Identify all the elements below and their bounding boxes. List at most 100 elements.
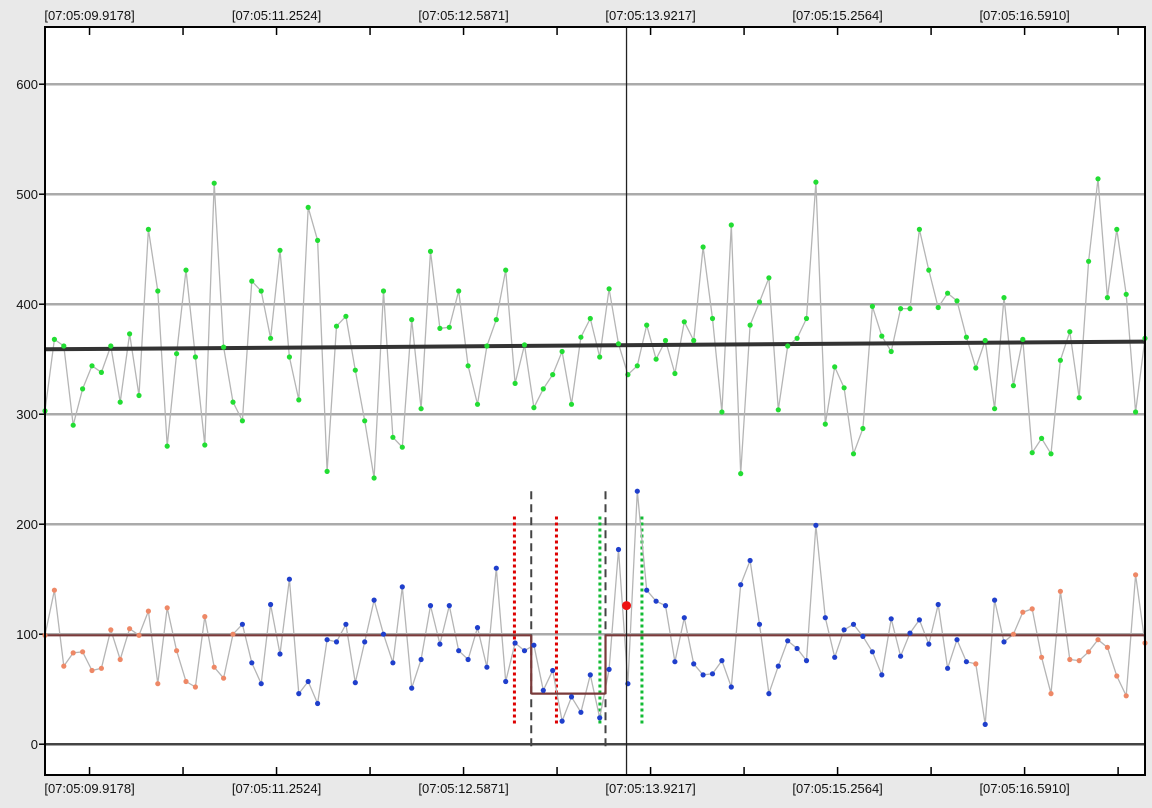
data-point-s1-34 [362,639,368,645]
data-point-s0-65 [653,356,659,362]
y-tick-label-200: 200 [16,517,38,532]
data-point-s1-77 [766,691,772,697]
data-point-s1-11 [145,608,151,614]
data-point-s1-108 [1057,588,1063,594]
data-point-s1-114 [1114,673,1120,679]
data-point-s0-18 [211,180,217,186]
data-point-s1-19 [221,675,227,681]
data-point-s0-112 [1095,176,1101,182]
data-point-s1-83 [822,615,828,621]
data-point-s1-56 [568,694,575,700]
data-points [42,176,1148,728]
data-point-s1-24 [268,601,274,608]
data-point-s1-67 [672,659,678,665]
data-point-s1-6 [98,665,104,671]
data-point-s0-82 [813,179,819,185]
data-point-s0-59 [597,354,603,360]
data-point-s1-103 [1010,631,1017,637]
data-point-s0-40 [418,406,424,412]
y-axis-ticks: 0 100 200 300 400 500 600 [16,77,45,752]
data-point-s1-64 [644,587,650,593]
data-point-s1-102 [1001,639,1007,645]
data-point-s1-71 [709,671,716,677]
data-point-s1-63 [634,488,640,494]
data-point-s1-110 [1076,658,1082,664]
data-point-s0-113 [1104,295,1110,301]
data-point-s0-58 [587,315,593,322]
data-point-s1-78 [775,663,781,669]
data-point-s0-93 [916,226,923,232]
data-point-s0-2 [61,343,67,349]
data-point-s1-53 [540,687,546,693]
data-point-s1-37 [390,660,396,666]
data-point-s1-79 [785,638,791,644]
data-point-s0-89 [879,333,885,339]
data-point-s0-92 [907,306,913,312]
data-point-s0-85 [841,385,847,391]
data-point-s0-74 [738,471,744,477]
data-point-s0-104 [1020,336,1026,342]
data-point-s0-84 [832,364,838,370]
data-point-s0-63 [634,363,640,369]
x-bottom-tick-label-3: [07:05:13.9217] [605,781,695,796]
data-point-s0-76 [756,299,763,305]
data-point-s0-55 [559,348,565,355]
data-point-s1-43 [446,603,452,609]
data-point-s0-60 [606,286,612,292]
data-point-s1-100 [982,721,988,728]
data-point-s1-44 [456,648,462,654]
data-point-s1-31 [333,639,340,645]
data-point-s1-39 [409,685,415,691]
data-point-s1-41 [427,603,434,609]
data-point-s0-115 [1123,291,1129,297]
data-point-s0-73 [728,222,734,228]
data-point-s0-23 [258,288,264,294]
data-point-s1-18 [211,664,217,670]
data-point-s1-99 [973,661,979,667]
data-point-s0-22 [249,278,255,284]
data-point-s0-29 [315,237,321,243]
data-point-s1-68 [681,615,687,621]
data-point-s1-59 [597,715,603,721]
data-point-s0-16 [192,354,198,360]
cursor-group[interactable] [622,27,632,775]
data-point-s1-47 [484,664,490,670]
data-point-s0-94 [926,267,932,273]
data-point-s0-47 [484,343,490,349]
data-point-s1-9 [127,626,133,632]
y-tick-label-100: 100 [16,627,38,642]
data-point-s0-54 [550,372,556,378]
data-point-s0-87 [860,425,866,432]
x-top-tick-label-5: [07:05:16.5910] [979,8,1069,23]
x-bottom-tick-label-0: [07:05:09.9178] [44,781,134,796]
data-point-s0-68 [681,319,687,325]
selection-markers [512,491,644,750]
data-point-s0-114 [1114,226,1120,232]
data-point-s0-95 [935,304,941,311]
data-point-s0-101 [992,406,998,412]
x-top-tick-label-3: [07:05:13.9217] [605,8,695,23]
data-point-s0-105 [1029,450,1035,456]
data-point-s1-98 [963,659,970,665]
data-point-s1-28 [305,678,311,685]
x-top-tick-label-1: [07:05:11.2524] [232,8,321,23]
data-point-s1-49 [503,678,509,685]
data-point-s0-44 [456,288,462,294]
data-point-s1-40 [418,656,424,663]
data-point-s0-71 [709,315,716,322]
plot-border [44,26,1146,776]
data-point-s1-12 [155,681,161,687]
data-point-s0-34 [362,418,368,424]
x-bottom-tick-label-2: [07:05:12.5871] [418,781,508,796]
data-point-s1-66 [662,603,669,609]
data-point-s0-56 [568,401,575,407]
data-point-s0-97 [954,298,960,304]
data-point-s1-22 [249,660,255,666]
data-point-s0-14 [174,351,180,357]
data-point-s1-2 [61,663,67,669]
data-point-s0-27 [296,397,302,403]
data-point-s0-80 [794,335,800,341]
data-point-s1-87 [860,633,866,640]
